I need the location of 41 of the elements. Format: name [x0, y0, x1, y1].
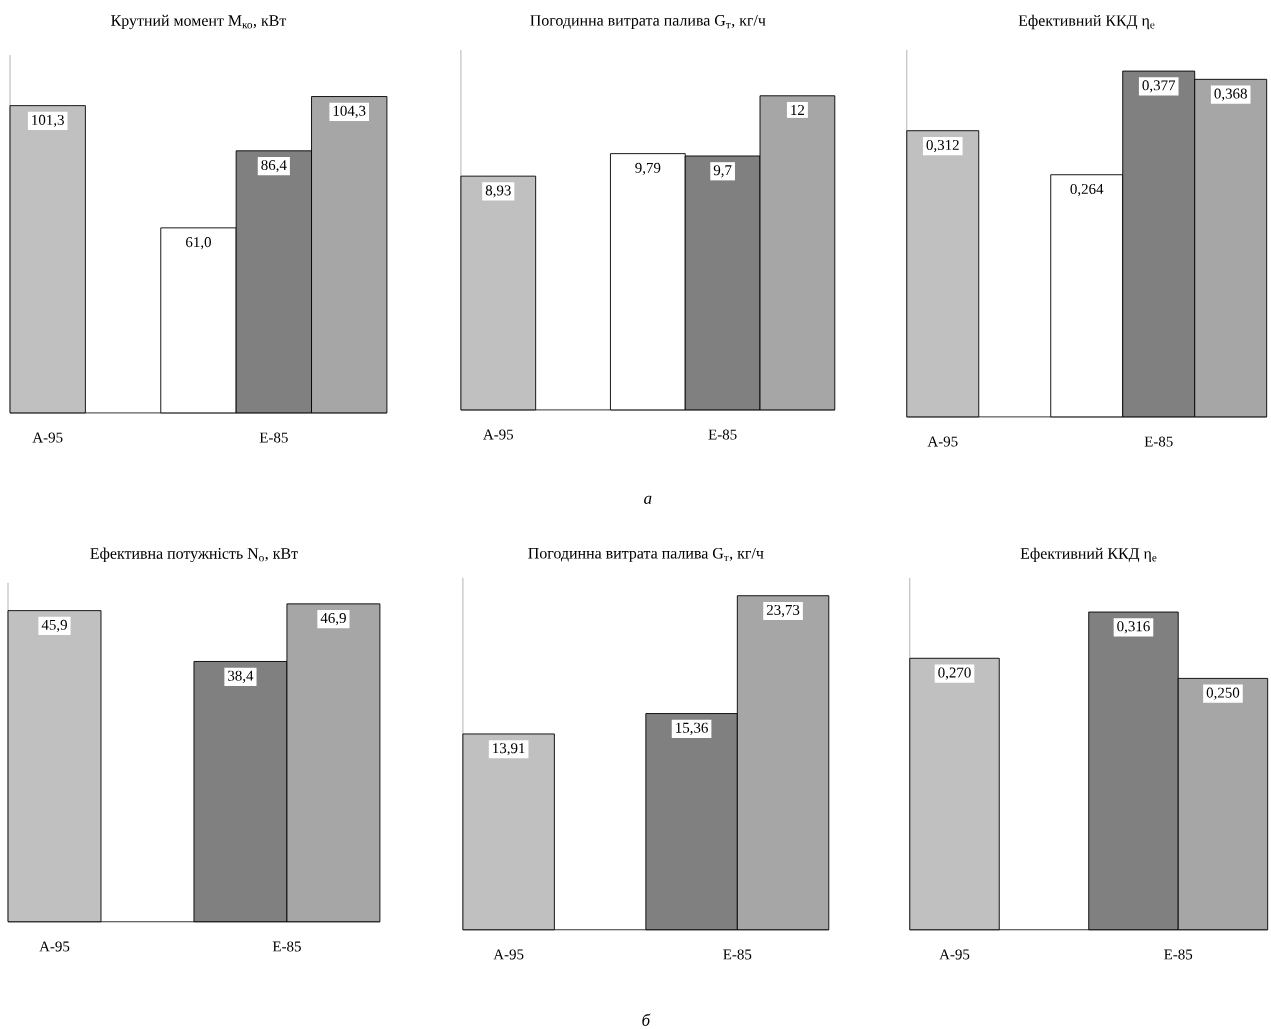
x-tick-label: E-85 — [1164, 949, 1193, 960]
data-label: 0,316 — [1117, 621, 1150, 634]
data-label: 101,3 — [32, 114, 64, 127]
data-label: 0,250 — [1206, 687, 1240, 700]
x-tick-label: E-85 — [272, 941, 301, 952]
data-label: 23,73 — [766, 604, 800, 618]
data-label: 9,7 — [713, 165, 732, 178]
x-tick-label: E-85 — [259, 432, 288, 443]
x-tick-label: A-95 — [939, 949, 970, 960]
text: а — [644, 495, 652, 504]
x-tick-label: E-85 — [1144, 436, 1173, 447]
data-label: 0,264 — [1070, 183, 1104, 197]
data-label: 45,9 — [41, 619, 67, 632]
x-tick-label: E-85 — [708, 429, 737, 440]
data-label: 46,9 — [320, 612, 346, 626]
data-label: 104,3 — [333, 105, 366, 118]
x-tick-label: A-95 — [39, 941, 70, 952]
x-tick-label: E-85 — [723, 949, 752, 960]
data-label: 61,0 — [186, 236, 211, 250]
data-label: 0,270 — [938, 667, 971, 680]
data-label: 38,4 — [228, 670, 254, 683]
data-label: 0,312 — [926, 139, 959, 153]
data-label: 12 — [791, 104, 805, 115]
data-label: 13,91 — [493, 743, 525, 756]
chart-title: Погодинна витрата палива G$_{т}$, кг/ч — [528, 547, 764, 562]
data-label: 86,4 — [261, 159, 287, 173]
chart-title: Крутний момент M$_{ко}$, кВт — [111, 14, 287, 30]
x-tick-label: A-95 — [32, 432, 63, 443]
x-tick-label: A-95 — [927, 436, 958, 447]
x-tick-label: A-95 — [493, 949, 524, 960]
data-label: 8,93 — [485, 185, 511, 198]
data-label: 0,377 — [1142, 80, 1176, 93]
chart-title: Ефективний ККД η$_{e}$ — [1018, 14, 1155, 30]
chart-title: Ефективний ККД η$_{e}$ — [1020, 547, 1157, 562]
chart-title: Ефективна потужність N$_{о}$, кВт — [90, 547, 298, 563]
data-label: 9,79 — [635, 162, 661, 175]
x-tick-label: A-95 — [483, 429, 514, 440]
data-label: 0,368 — [1214, 88, 1247, 101]
data-label: 15,36 — [676, 722, 708, 735]
text: б — [642, 1013, 651, 1026]
chart-title: Погодинна витрата палива G$_{т}$, кг/ч — [530, 14, 766, 29]
